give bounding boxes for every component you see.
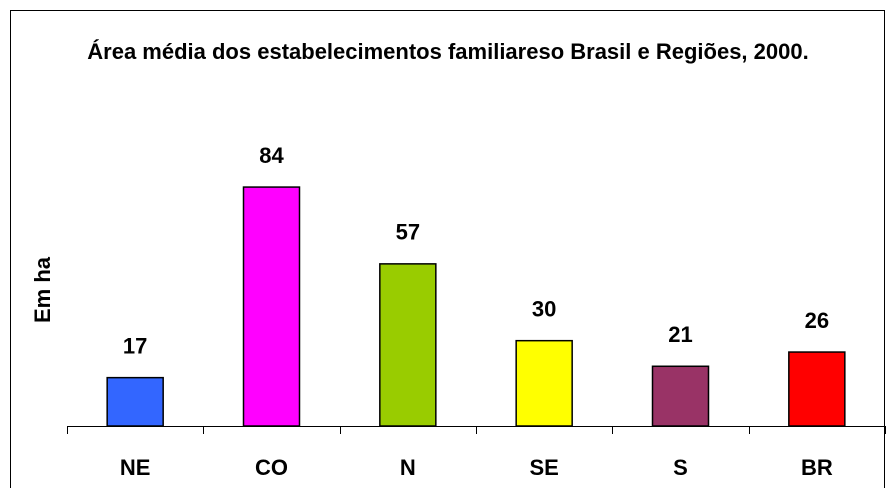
bar (651, 365, 710, 427)
x-tick-label: N (400, 455, 416, 480)
x-tick-label: CO (255, 455, 288, 480)
data-label: 84 (259, 143, 284, 168)
data-label: 26 (805, 308, 829, 333)
bar (788, 351, 846, 427)
x-tick-label: SE (529, 455, 558, 480)
x-tick-label: NE (120, 455, 151, 480)
bar (106, 376, 164, 427)
data-label: 17 (123, 333, 147, 358)
bar (242, 186, 301, 427)
x-tick-label: S (673, 455, 688, 480)
bar (515, 339, 573, 427)
data-label: 30 (532, 296, 556, 321)
data-label: 57 (396, 220, 420, 245)
y-axis-label: Em ha (30, 256, 55, 323)
data-label: 21 (668, 322, 692, 347)
bar (379, 263, 437, 427)
chart-title: Área média dos estabelecimentos familiar… (87, 39, 809, 64)
x-tick-label: BR (801, 455, 833, 480)
